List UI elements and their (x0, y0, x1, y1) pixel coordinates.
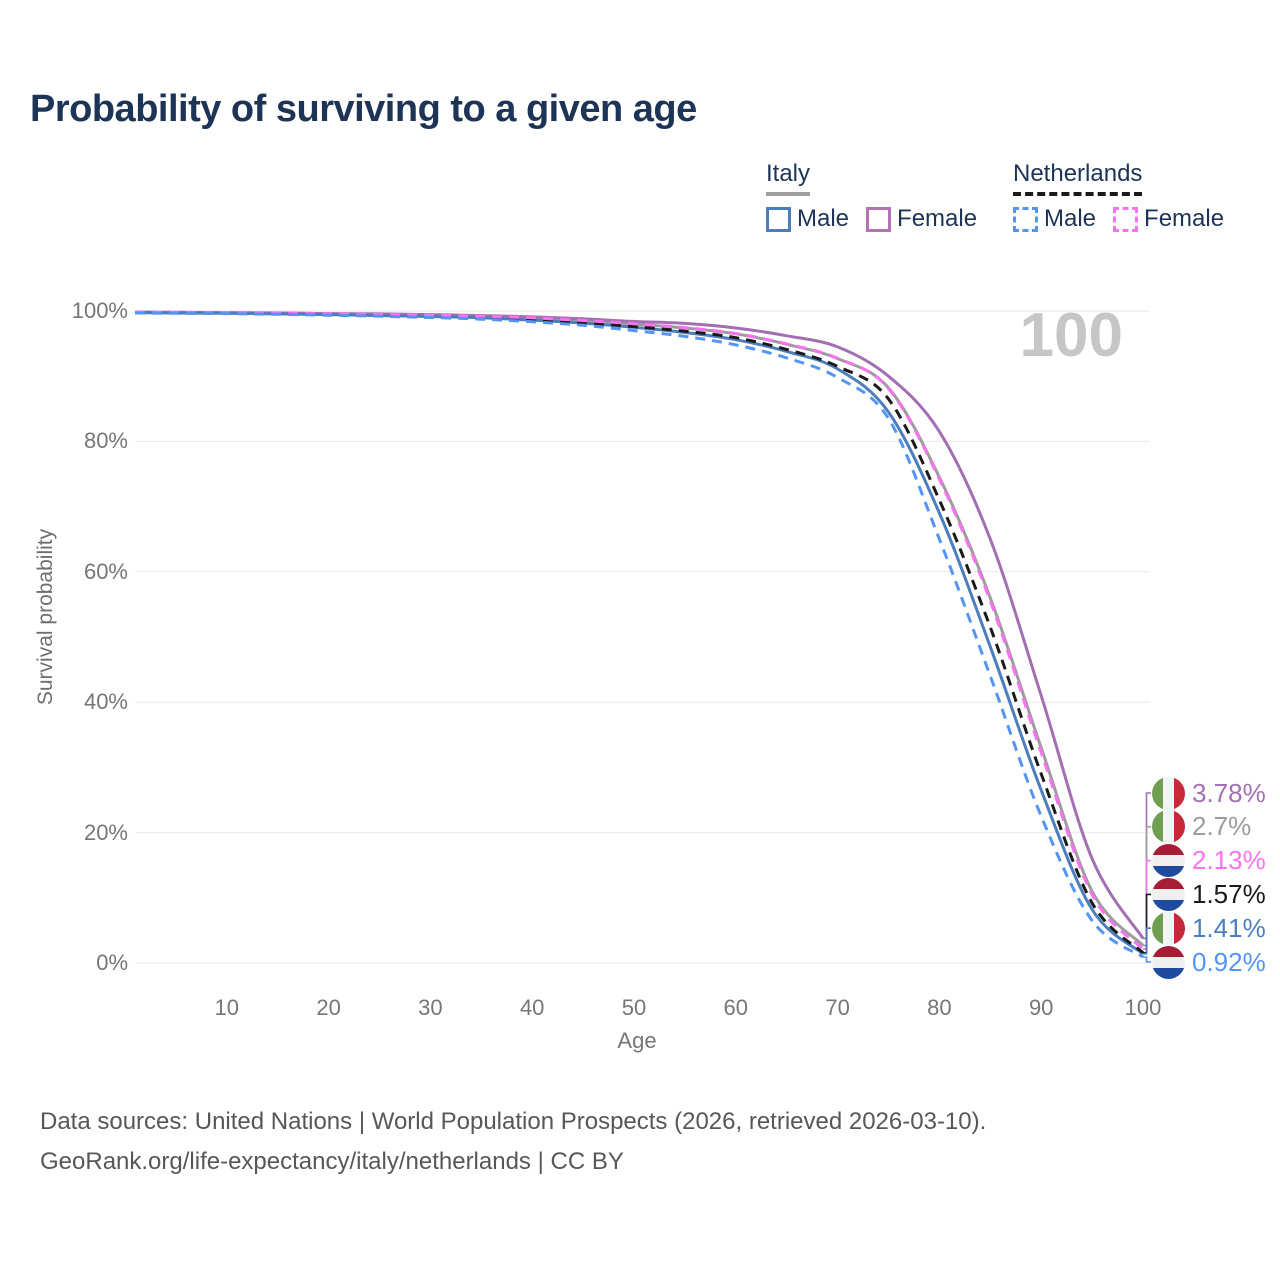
x-tick-label: 40 (519, 995, 545, 1020)
legend-item-label: Male (797, 205, 850, 232)
italy-female-swatch-icon (866, 206, 892, 232)
italy-flag-icon (1152, 776, 1185, 810)
x-tick-label: 20 (316, 995, 341, 1020)
end-label-value: 3.78% (1192, 777, 1266, 808)
netherlands-male-swatch-icon (1013, 206, 1038, 232)
data-sources-note: Data sources: United Nations | World Pop… (40, 1108, 987, 1135)
y-tick-label: 20% (83, 819, 128, 845)
curve-italy-female[interactable] (135, 310, 1145, 940)
end-label-netherlands-male: 0.92% (1152, 945, 1266, 979)
legend-item-italy-female[interactable]: Female (866, 205, 977, 233)
x-tick-label: 10 (214, 995, 240, 1020)
x-tick-label: 100 (1124, 995, 1162, 1020)
legend-item-label: Male (1044, 205, 1097, 232)
end-label-italy-male: 1.41% (1152, 911, 1266, 945)
x-axis-title: Age (617, 1028, 657, 1053)
legend-item-netherlands-male[interactable]: Male (1013, 205, 1096, 233)
legend-item-label: Female (1144, 205, 1225, 232)
curve-netherlands-male[interactable] (135, 311, 1144, 959)
end-label-netherlands-total: 1.57% (1152, 877, 1266, 911)
end-label-netherlands-female: 2.13% (1152, 844, 1266, 878)
y-tick-label: 60% (83, 558, 128, 584)
netherlands-flag-icon (1152, 945, 1185, 979)
netherlands-female-swatch-icon (1113, 206, 1139, 232)
y-tick-label: 100% (71, 298, 128, 323)
y-tick-label: 40% (83, 689, 128, 715)
x-tick-label: 30 (418, 995, 443, 1020)
legend-item-label: Female (897, 205, 978, 232)
attribution-note: GeoRank.org/life-expectancy/italy/nether… (40, 1148, 624, 1175)
legend-item-italy-male[interactable]: Male (766, 205, 849, 233)
end-label-value: 1.57% (1192, 878, 1266, 909)
end-label-italy-total: 2.7% (1152, 810, 1251, 844)
y-tick-label: 80% (83, 428, 128, 454)
hover-age-indicator: 100 (1019, 301, 1123, 370)
curve-netherlands-total[interactable] (135, 311, 1145, 954)
end-label-value: 2.13% (1192, 845, 1266, 876)
italy-flag-icon (1152, 911, 1185, 945)
end-label-value: 0.92% (1192, 946, 1266, 977)
legend-item-netherlands-female[interactable]: Female (1113, 205, 1224, 233)
page-title: Probability of surviving to a given age (30, 88, 697, 130)
legend-country-italy: Italy (766, 160, 811, 196)
legend-group-italy: Italy Male Female (766, 160, 977, 233)
netherlands-flag-icon (1152, 844, 1185, 878)
end-label-value: 1.41% (1192, 912, 1266, 943)
label-connector (1143, 956, 1151, 963)
x-tick-label: 50 (621, 995, 647, 1020)
x-tick-label: 70 (825, 995, 850, 1020)
label-connector (1143, 927, 1151, 955)
italy-flag-icon (1152, 810, 1185, 844)
y-tick-label: 0% (96, 950, 128, 975)
legend-group-netherlands: Netherlands Male Female (1013, 160, 1224, 233)
italy-male-swatch-icon (766, 206, 791, 232)
legend-country-netherlands: Netherlands (1013, 160, 1143, 196)
x-tick-label: 90 (1028, 995, 1054, 1020)
x-tick-label: 80 (927, 995, 952, 1020)
end-label-italy-female: 3.78% (1152, 776, 1266, 810)
x-tick-label: 60 (723, 995, 749, 1020)
plot-area[interactable] (0, 0, 1280, 1080)
netherlands-flag-icon (1152, 877, 1185, 911)
end-label-value: 2.7% (1192, 811, 1252, 842)
label-connector (1143, 893, 1151, 954)
